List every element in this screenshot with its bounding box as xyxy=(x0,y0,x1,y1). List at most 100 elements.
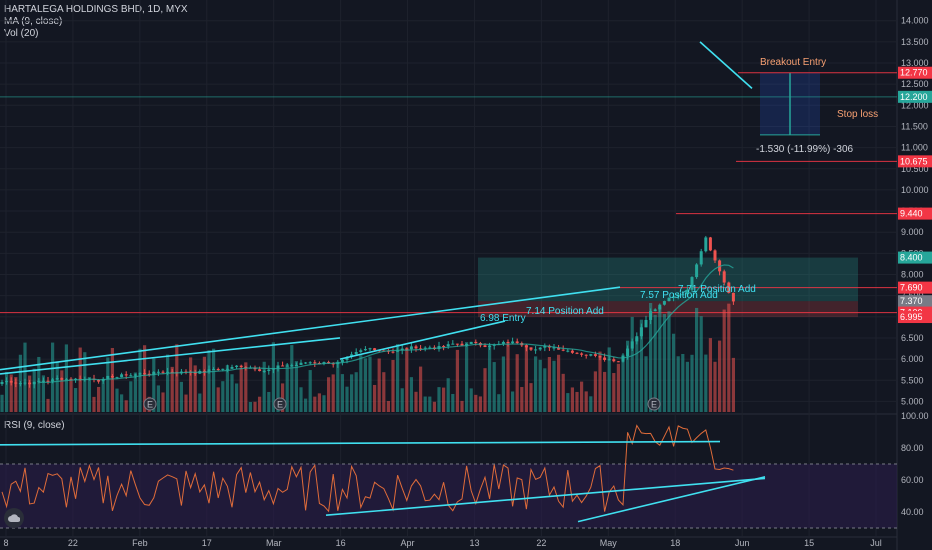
candle-body xyxy=(262,370,266,372)
ma-legend: MA (9, close) xyxy=(4,16,68,27)
candle-body xyxy=(515,341,519,344)
volume-bar xyxy=(626,340,630,412)
volume-bar xyxy=(83,352,87,412)
volume-bar xyxy=(561,373,565,412)
volume-bar xyxy=(483,368,487,412)
candle-body xyxy=(676,294,680,297)
candle-body xyxy=(129,375,133,377)
candle-body xyxy=(538,347,542,350)
earnings-badge xyxy=(273,397,287,411)
volume-bar xyxy=(354,372,358,412)
price-tick-label: 5.000 xyxy=(901,396,924,406)
volume-bar xyxy=(179,381,183,412)
volume-bar xyxy=(216,387,220,412)
candle-body xyxy=(23,382,27,384)
volume-bar xyxy=(612,373,616,412)
chart-annotation: 7.14 Position Add xyxy=(526,306,604,317)
x-tick-label: 13 xyxy=(469,538,479,548)
candle-body xyxy=(603,357,607,360)
volume-bar xyxy=(28,375,32,412)
earnings-badge xyxy=(647,397,661,411)
rsi-label[interactable]: RSI (9, close) xyxy=(4,420,65,431)
volume-bar xyxy=(575,391,579,412)
candle-body xyxy=(373,348,377,351)
candle-body xyxy=(230,366,234,369)
volume-bar xyxy=(156,385,160,412)
x-tick-label: 18 xyxy=(670,538,680,548)
volume-bar xyxy=(55,361,59,412)
volume-bar xyxy=(451,393,455,412)
volume-bar xyxy=(161,392,165,412)
rsi-band xyxy=(0,464,897,528)
x-tick-label: 22 xyxy=(68,538,78,548)
volume-bar xyxy=(501,356,505,412)
volume-bar xyxy=(405,347,409,412)
earnings-badge xyxy=(143,397,157,411)
volume-bar xyxy=(308,370,312,412)
candle-body xyxy=(244,367,248,369)
volume-bar xyxy=(120,394,124,412)
x-tick-label: 17 xyxy=(202,538,212,548)
x-tick-label: 22 xyxy=(536,538,546,548)
vol-label[interactable]: Vol (20) xyxy=(4,28,39,39)
candle-body xyxy=(221,368,225,370)
volume-bar xyxy=(704,354,708,412)
candle-body xyxy=(9,381,13,383)
price-tag-bg xyxy=(898,311,932,324)
volume-bar xyxy=(363,358,367,412)
price-tag-bg xyxy=(898,251,932,264)
volume-bar xyxy=(170,366,174,412)
chart-legend: HARTALEGA HOLDINGS BHD, 1D, MYX xyxy=(4,4,194,15)
symbol-label[interactable]: HARTALEGA HOLDINGS BHD, 1D, MYX xyxy=(4,4,188,15)
candle-body xyxy=(681,294,685,296)
volume-bar xyxy=(97,386,101,412)
ma-label[interactable]: MA (9, close) xyxy=(4,16,63,27)
candle-body xyxy=(207,369,211,372)
candle-body xyxy=(506,341,510,344)
candle-body xyxy=(589,354,593,356)
volume-bar xyxy=(23,342,27,412)
volume-bar xyxy=(41,375,45,412)
position-zone xyxy=(478,257,858,302)
volume-bar xyxy=(667,311,671,412)
candle-body xyxy=(359,350,363,353)
price-tag-label: 8.400 xyxy=(900,253,923,263)
candle-body xyxy=(290,365,294,367)
x-tick-label: 8 xyxy=(3,538,8,548)
x-tick-label: Feb xyxy=(132,538,148,548)
rsi-legend: RSI (9, close) xyxy=(4,420,71,431)
rsi-tick-label: 100.00 xyxy=(901,411,929,421)
volume-bar xyxy=(359,355,363,412)
volume-bar xyxy=(373,384,377,412)
candle-body xyxy=(161,371,165,373)
candle-body xyxy=(60,378,64,380)
volume-bar xyxy=(432,401,436,412)
volume-bar xyxy=(235,383,239,412)
rsi-trendline xyxy=(325,477,766,516)
volume-bar xyxy=(497,394,501,412)
volume-bar xyxy=(718,340,722,412)
volume-bar xyxy=(124,400,128,412)
volume-bar xyxy=(552,360,556,412)
candle-body xyxy=(465,343,469,346)
volume-bar xyxy=(336,361,340,412)
candle-body xyxy=(557,347,561,350)
volume-bar xyxy=(331,374,335,412)
volume-bar xyxy=(248,401,252,412)
volume-bar xyxy=(672,333,676,412)
candle-body xyxy=(570,350,574,353)
candle-body xyxy=(64,379,68,381)
candle-body xyxy=(593,354,597,356)
candle-body xyxy=(152,371,156,375)
volume-bar xyxy=(653,314,657,412)
volume-bar xyxy=(350,374,354,412)
price-tick-label: 13.000 xyxy=(901,58,929,68)
volume-bar xyxy=(396,344,400,412)
candle-body xyxy=(14,382,18,384)
candle-body xyxy=(414,346,418,349)
volume-bar xyxy=(239,367,243,412)
volume-bar xyxy=(152,358,156,412)
candle-body xyxy=(731,292,735,302)
candle-body xyxy=(37,380,41,382)
